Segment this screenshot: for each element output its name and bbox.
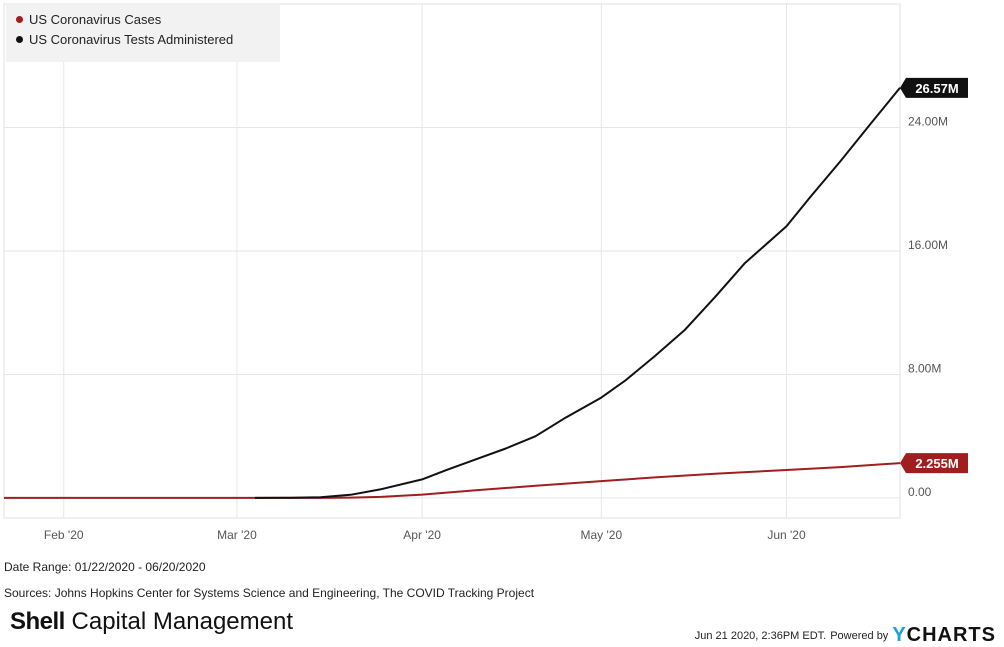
ycharts-wordmark: CHARTS <box>906 624 996 646</box>
powered-by-text: Powered by <box>830 629 889 642</box>
end-label-box-0 <box>900 453 968 474</box>
grid-lines <box>4 4 900 518</box>
legend-cases-dot-icon <box>16 16 23 23</box>
sources-text: Sources: Johns Hopkins Center for System… <box>4 586 535 600</box>
y-tick-label-3: 24.00M <box>908 114 948 128</box>
legend: US Coronavirus Cases US Coronavirus Test… <box>6 4 280 62</box>
date-range-text: Date Range: 01/22/2020 - 06/20/2020 <box>4 560 206 574</box>
legend-cases-label: US Coronavirus Cases <box>29 12 162 27</box>
brand-logo: Shell Capital Management <box>10 608 293 636</box>
plot-border <box>3 3 901 519</box>
end-label-1: 26.57M <box>915 81 958 96</box>
legend-item-cases[interactable]: US Coronavirus Cases <box>16 12 161 27</box>
legend-tests-label: US Coronavirus Tests Administered <box>29 32 234 47</box>
y-axis-ticks: 0.00 8.00M 16.00M 24.00M <box>908 114 948 498</box>
end-label-0: 2.255M <box>915 456 958 471</box>
chart-stamp: Jun 21 2020, 2:36PM EDT. Powered by Y CHA… <box>695 624 996 647</box>
series-line-1 <box>254 87 901 499</box>
brand-logo-light: Capital Management <box>71 608 293 635</box>
brand-logo-bold: Shell <box>10 608 65 635</box>
end-value-labels: 2.255M 26.57M <box>900 77 968 474</box>
ycharts-y-letter: Y <box>892 624 907 646</box>
x-tick-label-4: Jun '20 <box>767 528 806 542</box>
y-tick-label-1: 8.00M <box>908 361 941 375</box>
x-tick-label-1: Mar '20 <box>217 528 257 542</box>
timestamp-text: Jun 21 2020, 2:36PM EDT. <box>694 629 827 642</box>
y-tick-label-0: 0.00 <box>908 485 932 499</box>
ycharts-logo[interactable]: Y CHARTS <box>892 624 996 647</box>
y-tick-label-2: 16.00M <box>908 238 948 252</box>
legend-tests-dot-icon <box>16 36 23 43</box>
x-axis-ticks: Feb '20 Mar '20 Apr '20 May '20 Jun '20 <box>44 528 806 542</box>
series-lines <box>4 87 901 499</box>
x-tick-label-0: Feb '20 <box>44 528 84 542</box>
end-label-box-1 <box>900 77 968 98</box>
line-chart: Feb '20 Mar '20 Apr '20 May '20 Jun '20 0.00… <box>3 3 968 542</box>
legend-item-tests[interactable]: US Coronavirus Tests Administered <box>16 32 233 47</box>
x-tick-label-2: Apr '20 <box>403 528 441 542</box>
x-tick-label-3: May '20 <box>581 528 623 542</box>
